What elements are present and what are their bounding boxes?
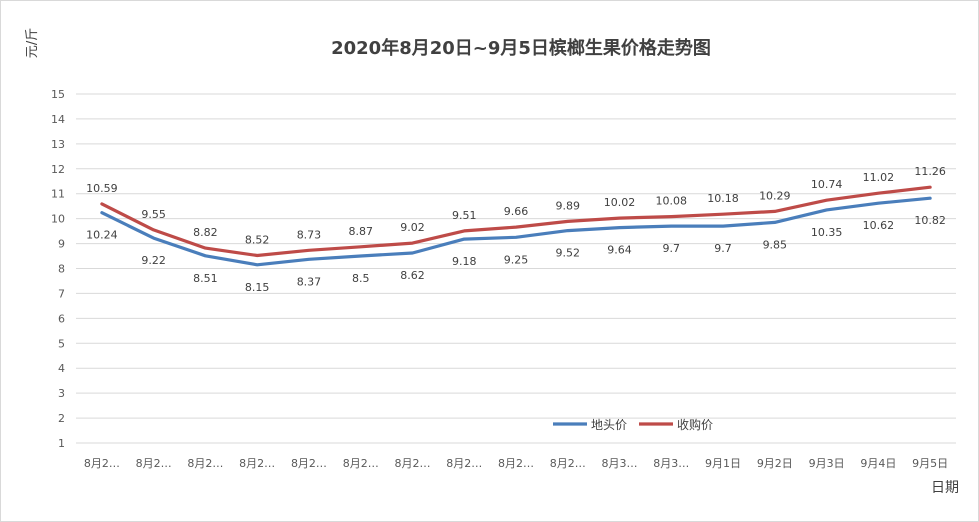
y-tick-label: 13 <box>51 138 65 151</box>
x-tick-label: 9月1日 <box>705 457 741 470</box>
x-tick-label: 8月2… <box>187 457 223 470</box>
series-line-1 <box>100 196 932 267</box>
x-tick-label: 8月2… <box>239 457 275 470</box>
x-tick-label: 8月3… <box>653 457 689 470</box>
legend-label: 地头价 <box>591 418 627 432</box>
data-label: 9.89 <box>556 199 581 212</box>
data-label: 10.24 <box>86 229 118 242</box>
data-label: 10.59 <box>86 182 118 195</box>
y-axis-title: 元/斤 <box>25 28 40 58</box>
x-axis-ticks: 8月2… 8月2… 8月2… 8月2… 8月2… 8月2… 8月2… 8月2… 8月2… 8月2…… <box>84 457 948 470</box>
x-tick-label: 8月2… <box>136 457 172 470</box>
data-label: 10.82 <box>914 214 946 227</box>
data-label: 8.5 <box>352 272 370 285</box>
data-label: 9.02 <box>400 221 425 234</box>
data-label: 9.55 <box>141 208 166 221</box>
chart-title: 2020年8月20日~9月5日槟榔生果价格走势图 <box>331 37 711 59</box>
gridlines <box>76 93 956 444</box>
data-label: 10.62 <box>863 219 895 232</box>
y-tick-label: 6 <box>58 312 65 325</box>
x-tick-label: 8月2… <box>291 457 327 470</box>
data-label: 8.37 <box>297 275 322 288</box>
x-tick-label: 8月2… <box>343 457 379 470</box>
data-label: 9.22 <box>141 254 166 267</box>
x-tick-label: 9月3日 <box>809 457 845 470</box>
x-axis-title: 日期 <box>931 480 959 496</box>
data-label: 10.02 <box>604 196 636 209</box>
data-label: 8.73 <box>297 228 322 241</box>
data-label: 11.26 <box>914 165 946 178</box>
y-tick-label: 15 <box>51 88 65 101</box>
series-line-2 <box>100 185 932 258</box>
data-label: 9.66 <box>504 205 529 218</box>
series-lines <box>100 185 932 267</box>
x-tick-label: 8月2… <box>446 457 482 470</box>
data-label: 8.62 <box>400 269 425 282</box>
data-labels: 10.24 9.22 8.51 8.15 8.37 8.5 8.62 9.18 9.25 9.52… <box>86 165 946 294</box>
data-label: 10.74 <box>811 178 843 191</box>
x-tick-label: 8月2… <box>550 457 586 470</box>
x-tick-label: 8月3… <box>602 457 638 470</box>
x-tick-label: 9月2日 <box>757 457 793 470</box>
data-label: 10.29 <box>759 189 791 202</box>
x-tick-label: 9月4日 <box>860 457 896 470</box>
data-label: 9.85 <box>763 238 788 251</box>
data-label: 11.02 <box>863 171 895 184</box>
y-tick-label: 2 <box>58 412 65 425</box>
x-tick-label: 8月2… <box>394 457 430 470</box>
y-tick-label: 10 <box>51 213 65 226</box>
y-tick-label: 1 <box>58 437 65 450</box>
y-tick-label: 8 <box>58 263 65 276</box>
y-tick-label: 12 <box>51 163 65 176</box>
data-label: 9.7 <box>663 242 681 255</box>
data-label: 9.18 <box>452 255 477 268</box>
data-label: 10.18 <box>707 192 739 205</box>
data-label: 10.08 <box>656 195 688 208</box>
y-tick-label: 9 <box>58 238 65 251</box>
data-label: 8.15 <box>245 281 270 294</box>
y-tick-label: 4 <box>58 362 65 375</box>
y-tick-label: 11 <box>51 188 65 201</box>
x-tick-label: 8月2… <box>84 457 120 470</box>
data-label: 9.52 <box>556 247 581 260</box>
legend-label: 收购价 <box>677 417 713 432</box>
x-tick-label: 9月5日 <box>912 457 948 470</box>
data-label: 9.51 <box>452 209 477 222</box>
y-tick-label: 3 <box>58 387 65 400</box>
x-tick-label: 8月2… <box>498 457 534 470</box>
data-label: 8.82 <box>193 226 218 239</box>
legend: 地头价 收购价 <box>553 417 713 432</box>
y-tick-label: 7 <box>58 287 65 300</box>
data-label: 9.25 <box>504 253 529 266</box>
y-tick-label: 5 <box>58 337 65 350</box>
data-label: 8.87 <box>348 225 373 238</box>
data-label: 9.7 <box>714 242 732 255</box>
data-label: 8.52 <box>245 234 270 247</box>
data-label: 10.35 <box>811 226 843 239</box>
data-label: 9.64 <box>607 244 632 257</box>
y-tick-label: 14 <box>51 113 65 126</box>
data-label: 8.51 <box>193 272 218 285</box>
